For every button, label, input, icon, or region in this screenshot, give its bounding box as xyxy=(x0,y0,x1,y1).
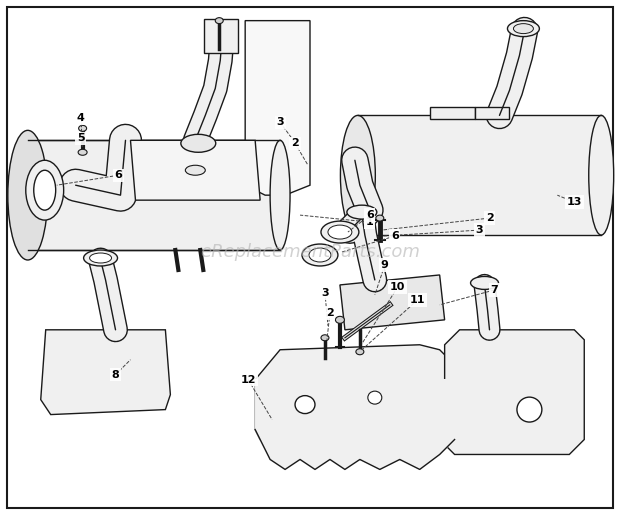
Polygon shape xyxy=(245,21,310,195)
Text: 12: 12 xyxy=(241,375,256,385)
Ellipse shape xyxy=(589,115,614,235)
Ellipse shape xyxy=(302,244,338,266)
Ellipse shape xyxy=(517,397,542,422)
Polygon shape xyxy=(445,330,584,454)
Ellipse shape xyxy=(376,215,384,221)
Text: 2: 2 xyxy=(485,213,494,223)
Ellipse shape xyxy=(26,160,64,220)
Bar xyxy=(358,115,601,235)
Ellipse shape xyxy=(513,24,533,33)
Polygon shape xyxy=(255,380,454,470)
Text: 6: 6 xyxy=(366,210,374,220)
Text: 8: 8 xyxy=(112,370,120,380)
Text: 6: 6 xyxy=(115,170,123,180)
Text: 11: 11 xyxy=(410,295,425,305)
Text: eReplacementParts.com: eReplacementParts.com xyxy=(200,243,420,261)
Ellipse shape xyxy=(78,149,87,156)
Ellipse shape xyxy=(321,335,329,341)
Bar xyxy=(355,115,604,235)
Ellipse shape xyxy=(328,225,352,239)
Ellipse shape xyxy=(340,115,375,235)
Polygon shape xyxy=(41,330,170,415)
Bar xyxy=(26,140,285,250)
Text: 3: 3 xyxy=(321,288,329,298)
Text: 7: 7 xyxy=(490,285,498,295)
Text: 13: 13 xyxy=(567,197,582,207)
Ellipse shape xyxy=(356,349,364,355)
Ellipse shape xyxy=(295,396,315,414)
Ellipse shape xyxy=(79,125,87,131)
Text: 2: 2 xyxy=(291,139,299,148)
Text: 6: 6 xyxy=(391,231,399,241)
Ellipse shape xyxy=(181,134,216,152)
Text: 3: 3 xyxy=(277,117,284,127)
Bar xyxy=(474,108,510,119)
Text: 4: 4 xyxy=(77,113,84,124)
Ellipse shape xyxy=(309,248,331,262)
Ellipse shape xyxy=(33,170,56,210)
Ellipse shape xyxy=(90,253,112,263)
Ellipse shape xyxy=(84,250,118,266)
Text: 5: 5 xyxy=(77,133,84,143)
Ellipse shape xyxy=(368,391,382,404)
Text: 2: 2 xyxy=(326,308,334,318)
Ellipse shape xyxy=(8,130,48,260)
Bar xyxy=(430,108,474,119)
Ellipse shape xyxy=(335,316,344,323)
Polygon shape xyxy=(340,275,445,330)
Ellipse shape xyxy=(321,221,359,243)
Ellipse shape xyxy=(507,21,539,37)
Polygon shape xyxy=(130,140,260,200)
Text: 1: 1 xyxy=(366,217,374,227)
Text: 3: 3 xyxy=(476,225,484,235)
Polygon shape xyxy=(255,345,454,459)
Ellipse shape xyxy=(347,205,377,219)
Ellipse shape xyxy=(270,140,290,250)
Text: 9: 9 xyxy=(381,260,389,270)
Polygon shape xyxy=(204,19,238,53)
Ellipse shape xyxy=(185,165,205,175)
Text: 10: 10 xyxy=(390,282,405,292)
Ellipse shape xyxy=(215,18,223,24)
Ellipse shape xyxy=(471,277,498,289)
